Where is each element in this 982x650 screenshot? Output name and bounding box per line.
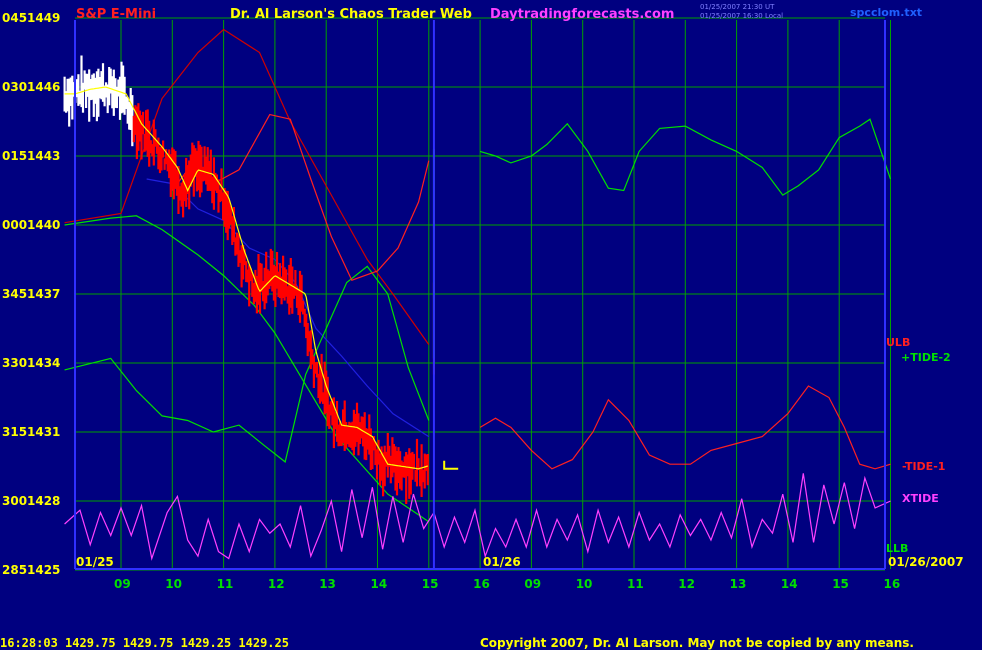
y-tick-label-right: 1440 (27, 218, 60, 232)
y-tick-label-right: 1434 (27, 356, 60, 370)
x-tick-label: 13 (319, 577, 336, 591)
series-xtide (64, 473, 891, 561)
day-label-1: 01/25 (76, 555, 114, 569)
series-blue (146, 178, 430, 438)
last-price-marker (443, 460, 459, 470)
chart-title: Dr. Al Larson's Chaos Trader Web (230, 7, 472, 22)
timestamp-local: 01/25/2007 16:30 Local (700, 12, 783, 20)
quote-readout: 16:28:03 1429.75 1429.75 1429.25 1429.25 (0, 636, 289, 650)
x-tick-label: 16 (884, 577, 901, 591)
day-label-2: 01/26 (483, 555, 521, 569)
y-tick-label-right: 1443 (27, 149, 60, 163)
symbol-label: S&P E-Mini (76, 7, 156, 22)
site-link[interactable]: Daytradingforecasts.com (490, 7, 674, 22)
timestamp-ut: 01/25/2007 21:30 UT (700, 3, 775, 11)
x-tick-label: 09 (114, 577, 131, 591)
x-tick-label: 11 (217, 577, 234, 591)
moving-average-line (64, 86, 428, 470)
axes (74, 20, 886, 570)
x-tick-label: 13 (730, 577, 747, 591)
y-tick-label-right: 1425 (27, 563, 60, 577)
legend-ulb: ULB (886, 336, 910, 349)
legend-xtide: XTIDE (902, 492, 939, 505)
y-tick-label-right: 1437 (27, 287, 60, 301)
series--tide-2-01-26 (479, 118, 892, 196)
y-tick-label-right: 1428 (27, 494, 60, 508)
x-tick-label: 14 (371, 577, 388, 591)
x-tick-label: 15 (422, 577, 439, 591)
copyright-notice: Copyright 2007, Dr. Al Larson. May not b… (480, 636, 914, 650)
y-tick-label-right: 1446 (27, 80, 60, 94)
legend-tide-plus: +TIDE-2 (901, 351, 951, 364)
grid-lines (75, 17, 891, 571)
x-tick-label: 12 (678, 577, 695, 591)
series--tide-1-01-26 (479, 385, 891, 470)
end-date-label: 01/26/2007 (888, 555, 964, 569)
x-tick-label: 15 (832, 577, 849, 591)
series--tide-2 (64, 215, 430, 523)
y-tick-label-left: 330 (2, 356, 27, 370)
price-bars (63, 55, 459, 504)
y-tick-label-left: 345 (2, 287, 27, 301)
series-layer (64, 28, 892, 561)
x-tick-label: 10 (576, 577, 593, 591)
y-tick-label-right: 1449 (27, 11, 60, 25)
x-tick-label: 12 (268, 577, 285, 591)
x-tick-label: 14 (781, 577, 798, 591)
x-tick-label: 09 (524, 577, 541, 591)
y-tick-label-left: 015 (2, 149, 27, 163)
legend-llb: LLB (886, 542, 908, 555)
y-tick-label-left: 000 (2, 218, 27, 232)
series-ulb (64, 28, 430, 345)
x-tick-label: 11 (627, 577, 644, 591)
legend-tide-minus: -TIDE-1 (902, 460, 945, 473)
y-tick-label-left: 315 (2, 425, 27, 439)
y-tick-label-left: 030 (2, 80, 27, 94)
x-tick-label: 10 (165, 577, 182, 591)
y-tick-label-right: 1431 (27, 425, 60, 439)
y-tick-label-left: 045 (2, 11, 27, 25)
filename-label: spcclom.txt (850, 6, 922, 19)
y-tick-label-left: 285 (2, 563, 27, 577)
y-tick-label-left: 300 (2, 494, 27, 508)
x-tick-label: 16 (473, 577, 490, 591)
series--tide-1 (64, 265, 430, 463)
